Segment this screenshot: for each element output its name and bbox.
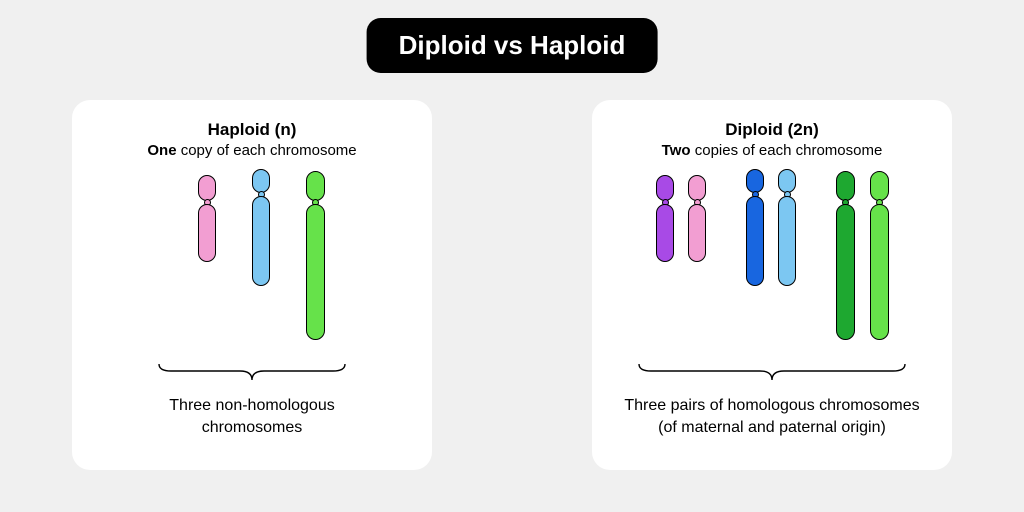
cards-row: Haploid (n) One copy of each chromosome … <box>0 100 1024 500</box>
chromosome <box>746 169 764 286</box>
haploid-subtitle: One copy of each chromosome <box>147 142 356 159</box>
haploid-sub-bold: One <box>147 142 176 159</box>
haploid-card: Haploid (n) One copy of each chromosome … <box>72 100 432 470</box>
brace-icon <box>637 361 907 383</box>
diploid-caption-l2: (of maternal and paternal origin) <box>658 419 886 436</box>
chromosome-arm-bottom <box>836 204 855 340</box>
chromosome <box>198 175 216 262</box>
chromosome-arm-bottom <box>656 204 674 262</box>
diploid-sub-bold: Two <box>662 142 691 159</box>
chromosome-arm-bottom <box>688 204 706 262</box>
diploid-chromosome-area <box>608 169 936 359</box>
diploid-card: Diploid (2n) Two copies of each chromoso… <box>592 100 952 470</box>
page-title: Diploid vs Haploid <box>367 18 658 73</box>
chromosome-arm-top <box>656 175 674 201</box>
diploid-sub-rest: copies of each chromosome <box>691 142 883 159</box>
haploid-chromosome-area <box>88 169 416 359</box>
chromosome-arm-bottom <box>198 204 216 262</box>
chromosome-arm-top <box>870 171 889 201</box>
diploid-subtitle: Two copies of each chromosome <box>662 142 883 159</box>
haploid-caption-l1: Three non-homologous <box>169 397 334 414</box>
haploid-sub-rest: copy of each chromosome <box>177 142 357 159</box>
chromosome <box>870 171 889 340</box>
haploid-caption: Three non-homologous chromosomes <box>169 395 334 438</box>
diploid-caption: Three pairs of homologous chromosomes (o… <box>624 395 919 438</box>
chromosome-arm-bottom <box>778 196 796 286</box>
chromosome-arm-bottom <box>252 196 270 286</box>
chromosome-arm-top <box>688 175 706 201</box>
chromosome-arm-top <box>252 169 270 193</box>
chromosome <box>252 169 270 286</box>
chromosome <box>778 169 796 286</box>
diploid-caption-l1: Three pairs of homologous chromosomes <box>624 397 919 414</box>
chromosome-arm-bottom <box>746 196 764 286</box>
chromosome <box>656 175 674 262</box>
chromosome-arm-top <box>778 169 796 193</box>
chromosome-arm-top <box>306 171 325 201</box>
chromosome <box>836 171 855 340</box>
haploid-title: Haploid (n) <box>208 120 297 140</box>
haploid-brace <box>88 361 416 383</box>
haploid-caption-l2: chromosomes <box>202 419 302 436</box>
chromosome <box>688 175 706 262</box>
chromosome-arm-bottom <box>306 204 325 340</box>
chromosome-arm-bottom <box>870 204 889 340</box>
chromosome <box>306 171 325 340</box>
chromosome-arm-top <box>836 171 855 201</box>
diploid-brace <box>608 361 936 383</box>
diploid-title: Diploid (2n) <box>725 120 818 140</box>
chromosome-arm-top <box>746 169 764 193</box>
brace-icon <box>157 361 347 383</box>
chromosome-arm-top <box>198 175 216 201</box>
